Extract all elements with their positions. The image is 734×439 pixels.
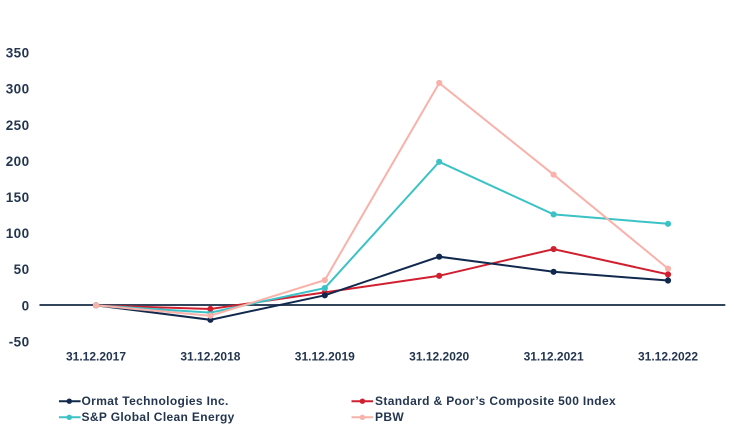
svg-text:S&P Global Clean Energy: S&P Global Clean Energy <box>82 410 235 424</box>
svg-text:PBW: PBW <box>375 410 404 424</box>
svg-text:31.12.2018: 31.12.2018 <box>180 350 240 364</box>
svg-text:31.12.2022: 31.12.2022 <box>638 350 698 364</box>
svg-text:0: 0 <box>22 298 30 313</box>
svg-text:350: 350 <box>6 46 30 61</box>
svg-text:Ormat Technologies Inc.: Ormat Technologies Inc. <box>82 394 229 408</box>
svg-text:31.12.2020: 31.12.2020 <box>409 350 469 364</box>
svg-text:-50: -50 <box>9 334 30 349</box>
svg-text:31.12.2019: 31.12.2019 <box>295 350 355 364</box>
svg-text:31.12.2017: 31.12.2017 <box>66 350 126 364</box>
svg-text:300: 300 <box>6 82 30 97</box>
svg-text:200: 200 <box>6 154 30 169</box>
svg-text:100: 100 <box>6 226 30 241</box>
svg-text:Standard & Poor’s Composite 50: Standard & Poor’s Composite 500 Index <box>375 394 616 408</box>
svg-text:50: 50 <box>14 262 30 277</box>
svg-text:150: 150 <box>6 190 30 205</box>
svg-text:31.12.2021: 31.12.2021 <box>524 350 584 364</box>
svg-text:250: 250 <box>6 118 30 133</box>
